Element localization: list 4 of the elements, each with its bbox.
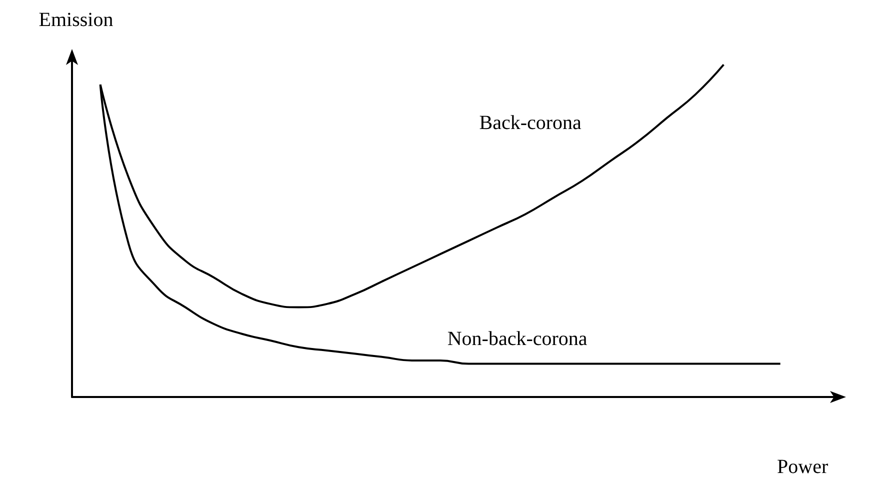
series-label: Non-back-corona xyxy=(447,328,588,350)
y-axis-title: Emission xyxy=(38,9,114,31)
x-axis-title: Power xyxy=(777,456,828,477)
series-label: Back-corona xyxy=(479,112,582,134)
